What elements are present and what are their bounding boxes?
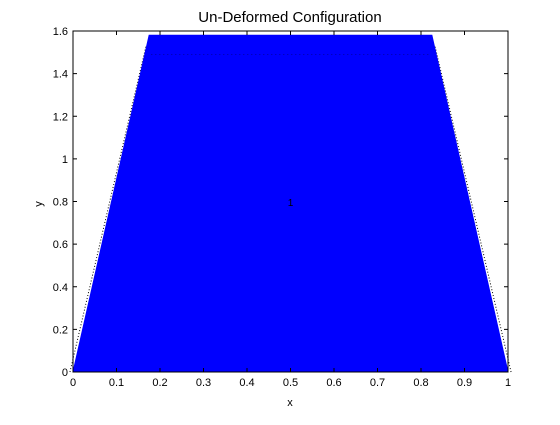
x-tick-label: 0.8 <box>413 377 428 389</box>
x-tick-label: 0.4 <box>239 377 254 389</box>
x-tick-label: 0.3 <box>196 377 211 389</box>
x-tick-label: 0.1 <box>109 377 124 389</box>
chart-title: Un-Deformed Configuration <box>198 9 381 26</box>
y-tick-label: 0.4 <box>53 282 68 294</box>
outline-right-dotted <box>434 45 512 373</box>
x-tick-label: 0.2 <box>152 377 167 389</box>
y-tick-label: 0.8 <box>53 197 68 209</box>
x-tick-label: 0 <box>70 377 76 389</box>
outline-left-dotted <box>69 45 147 373</box>
y-axis-label: y <box>33 201 45 207</box>
x-tick-label: 0.5 <box>283 377 298 389</box>
x-tick-label: 0.7 <box>370 377 385 389</box>
x-tick-label: 1 <box>505 377 511 389</box>
y-tick-label: 1.2 <box>53 111 68 123</box>
y-tick-label: 0.6 <box>53 239 68 251</box>
x-axis-label: x <box>287 397 293 409</box>
x-tick-label: 0.6 <box>326 377 341 389</box>
y-tick-label: 1.4 <box>53 69 68 81</box>
x-tick-label: 0.9 <box>457 377 472 389</box>
y-tick-label: 0.2 <box>53 324 68 336</box>
y-tick-label: 1.6 <box>53 26 68 38</box>
y-tick-label: 0 <box>62 367 68 379</box>
annotation-label: 1 <box>288 198 294 209</box>
y-tick-label: 1 <box>62 154 68 166</box>
ticks-layer: 0 0.1 0.2 0.3 0.4 0.5 0.6 0.7 0.8 0.9 1 0 0.2 0.4 0.6 0… <box>53 26 511 389</box>
